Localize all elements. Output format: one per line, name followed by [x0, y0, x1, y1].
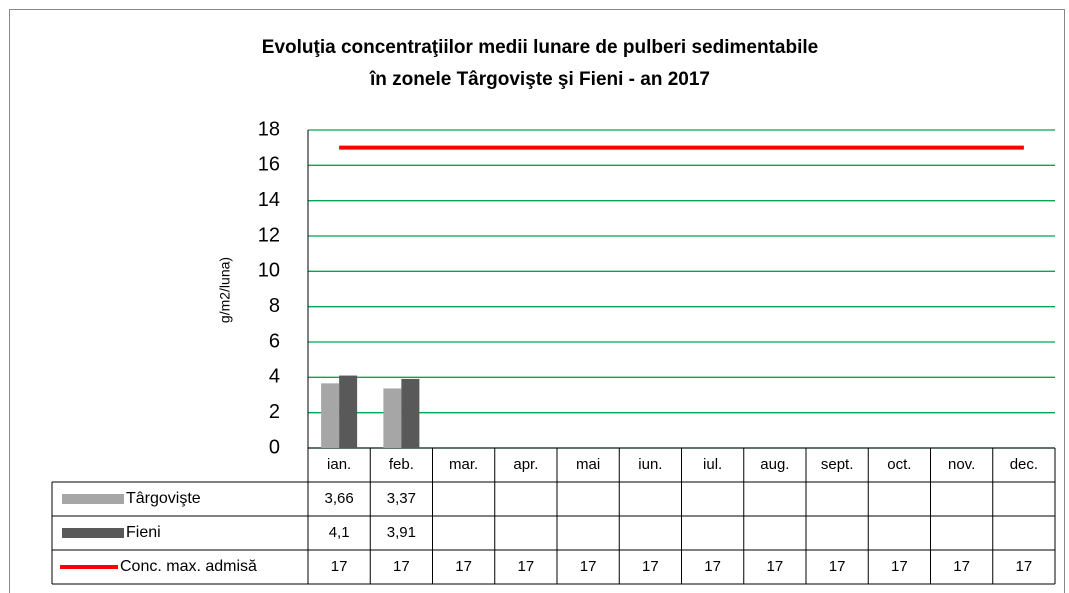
x-tick-label: iul.	[703, 456, 722, 473]
data-label: 4,1	[329, 524, 350, 541]
x-tick-label: mai	[576, 456, 600, 473]
data-label: 17	[518, 558, 535, 575]
bar	[321, 383, 340, 448]
y-tick-label: 6	[269, 330, 280, 352]
y-axis-label: g/m2/luna)	[217, 257, 233, 323]
y-tick-label: 18	[258, 118, 280, 140]
x-tick-label: aug.	[760, 456, 789, 473]
data-label: 17	[580, 558, 597, 575]
y-tick-label: 4	[269, 366, 280, 388]
data-label: 17	[891, 558, 908, 575]
chart-title: în zonele Târgovişte şi Fieni - an 2017	[369, 69, 710, 90]
y-tick-label: 2	[269, 401, 280, 423]
data-label: 17	[642, 558, 659, 575]
legend-swatch	[62, 494, 124, 504]
x-tick-label: sept.	[821, 456, 854, 473]
data-label: 17	[393, 558, 410, 575]
data-label: 17	[1016, 558, 1033, 575]
bar	[339, 375, 358, 448]
y-tick-label: 14	[258, 189, 280, 211]
data-label: 3,91	[387, 524, 416, 541]
legend-label: Conc. max. admisă	[120, 558, 257, 575]
data-label: 17	[953, 558, 970, 575]
x-tick-label: ian.	[327, 456, 351, 473]
y-tick-label: 8	[269, 295, 280, 317]
legend-label: Târgovişte	[126, 490, 201, 507]
chart-frame	[9, 9, 1065, 593]
data-label: 17	[829, 558, 846, 575]
data-label: 3,66	[325, 490, 354, 507]
data-label: 17	[704, 558, 721, 575]
x-tick-label: mar.	[449, 456, 478, 473]
bar	[383, 388, 402, 448]
data-label: 17	[455, 558, 472, 575]
y-tick-label: 16	[258, 154, 280, 176]
y-tick-label: 0	[269, 436, 280, 458]
x-tick-label: feb.	[389, 456, 414, 473]
data-label: 17	[767, 558, 784, 575]
x-tick-label: nov.	[948, 456, 975, 473]
chart-title: Evoluţia concentraţiilor medii lunare de…	[262, 37, 818, 58]
x-tick-label: apr.	[513, 456, 538, 473]
x-tick-label: oct.	[887, 456, 911, 473]
y-tick-label: 10	[258, 260, 280, 282]
x-tick-label: iun.	[638, 456, 662, 473]
legend-swatch	[62, 528, 124, 538]
data-label: 3,37	[387, 490, 416, 507]
data-label: 17	[331, 558, 348, 575]
x-tick-label: dec.	[1010, 456, 1038, 473]
bar	[401, 378, 420, 448]
y-tick-label: 12	[258, 224, 280, 246]
legend-label: Fieni	[126, 524, 161, 541]
